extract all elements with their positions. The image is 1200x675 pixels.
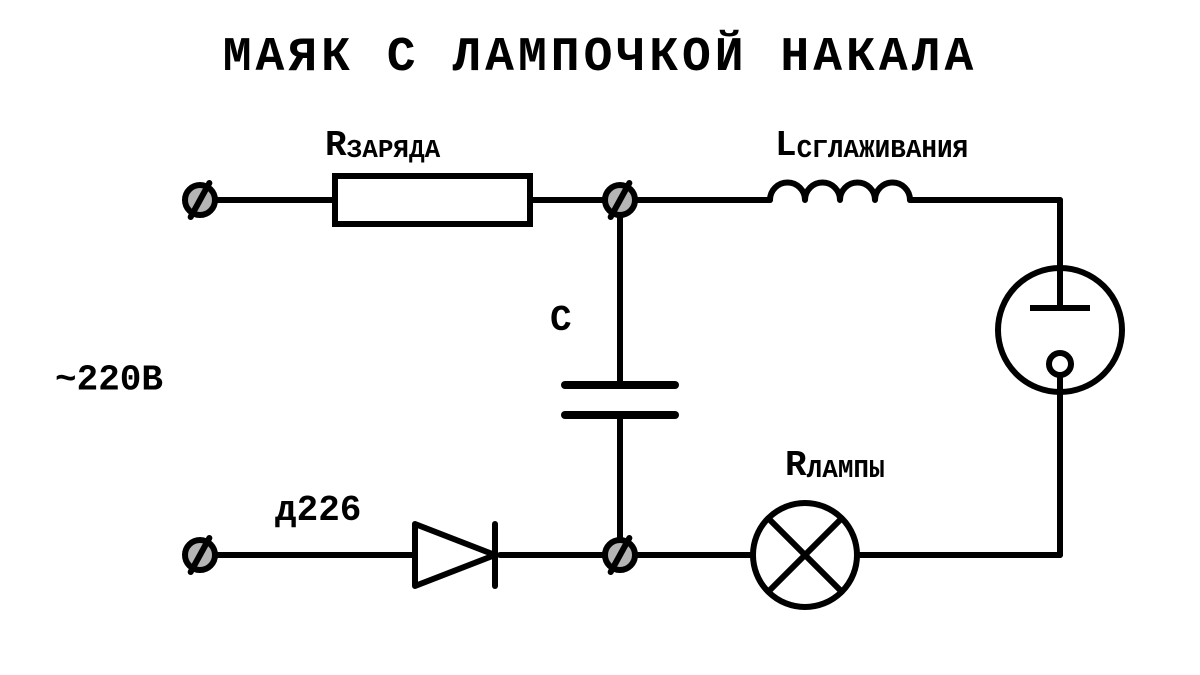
label-l-smooth: LСГЛАЖИВАНИЯ bbox=[775, 125, 968, 166]
label-cap: С bbox=[550, 300, 572, 341]
label-r-charge: RЗАРЯДА bbox=[325, 125, 441, 166]
label-voltage: ~220В bbox=[55, 360, 163, 401]
label-diode: д226 bbox=[275, 490, 361, 531]
label-r-lamp: RЛАМПЫ bbox=[785, 445, 885, 486]
title: МАЯК С ЛАМПОЧКОЙ НАКАЛА bbox=[223, 30, 978, 85]
